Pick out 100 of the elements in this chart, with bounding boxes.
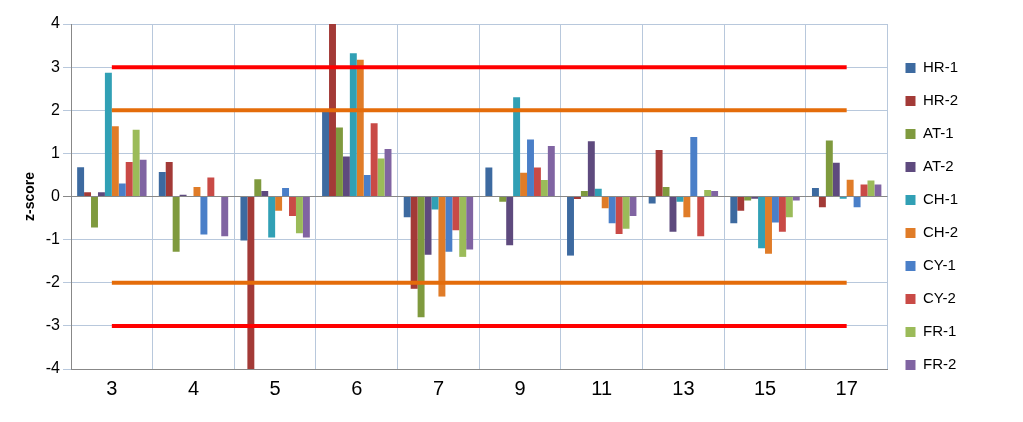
bar <box>165 162 173 196</box>
bar <box>410 197 418 289</box>
bar <box>295 197 303 234</box>
x-tick-label: 6 <box>351 376 363 399</box>
bar <box>580 190 588 196</box>
bar <box>302 197 310 238</box>
bar <box>785 197 793 218</box>
legend-label: HR-2 <box>923 91 959 109</box>
bar <box>608 197 616 224</box>
bar <box>520 172 528 196</box>
bar <box>452 197 460 231</box>
legend-label: CH-2 <box>923 223 959 241</box>
bar <box>139 159 147 196</box>
bar <box>247 197 255 369</box>
bar <box>193 187 201 196</box>
x-tick-label: 9 <box>514 376 526 399</box>
legend-label: FR-1 <box>923 322 957 340</box>
bar <box>765 197 772 254</box>
y-tick-label: -1 <box>45 230 61 248</box>
bar <box>690 136 698 196</box>
bar <box>261 190 269 196</box>
y-tick-label: 4 <box>51 14 61 32</box>
bar <box>91 197 98 228</box>
x-tick-label: 15 <box>753 376 777 399</box>
legend-label: CH-1 <box>923 190 959 208</box>
bar <box>655 149 663 196</box>
bar <box>275 197 283 211</box>
bar <box>221 197 229 237</box>
bar <box>860 184 868 196</box>
legend-label: CY-1 <box>923 256 956 274</box>
bar <box>676 197 684 202</box>
bar <box>697 197 705 237</box>
bar <box>363 174 371 196</box>
bar <box>97 192 105 196</box>
bar <box>601 197 609 209</box>
bar <box>527 139 534 196</box>
bar <box>825 140 833 196</box>
bar <box>84 192 92 196</box>
bar <box>77 167 85 196</box>
bar <box>594 188 602 196</box>
y-tick-label: 2 <box>51 100 61 118</box>
x-tick-label: 7 <box>432 376 444 399</box>
bar <box>445 197 453 252</box>
bar <box>648 197 656 204</box>
bar <box>322 111 330 196</box>
bar <box>158 171 166 196</box>
y-tick-label: -4 <box>45 359 61 377</box>
bar <box>377 158 385 196</box>
bar <box>118 183 126 196</box>
bar <box>438 197 446 297</box>
bar <box>737 197 745 211</box>
bar <box>342 156 350 196</box>
bar <box>207 177 215 196</box>
bar <box>254 179 262 196</box>
bar <box>282 187 290 196</box>
bar <box>846 179 854 196</box>
x-tick-label: 13 <box>672 376 695 399</box>
bar <box>370 123 378 196</box>
y-tick-label: 3 <box>51 57 61 75</box>
y-tick-label: -2 <box>45 273 61 291</box>
bar <box>485 167 493 196</box>
bar <box>853 197 861 208</box>
legend-label: FR-2 <box>923 355 957 373</box>
x-tick-label: 17 <box>835 376 858 399</box>
bar <box>778 197 786 232</box>
bar <box>533 167 541 196</box>
legend-label: AT-1 <box>923 124 954 142</box>
bar <box>417 197 425 318</box>
bar <box>104 72 112 196</box>
bar <box>811 187 819 196</box>
bar <box>466 197 474 250</box>
bar <box>730 197 738 224</box>
bar <box>629 197 637 216</box>
bar <box>111 126 119 196</box>
bar <box>832 162 840 196</box>
y-tick-label: -3 <box>45 316 61 334</box>
legend-label: CY-2 <box>923 289 956 307</box>
x-tick-label: 5 <box>269 376 281 399</box>
bar <box>349 53 357 196</box>
y-axis-title: z-score <box>21 171 38 222</box>
x-tick-label: 11 <box>591 376 613 399</box>
bar <box>506 197 514 246</box>
bar <box>615 197 623 235</box>
bar <box>573 197 581 200</box>
bar <box>356 59 364 196</box>
bar <box>683 197 691 218</box>
bar <box>268 197 276 238</box>
bar <box>792 197 800 201</box>
bar <box>567 197 574 256</box>
legend-label: AT-2 <box>923 157 954 175</box>
bar <box>329 24 336 196</box>
x-tick-label: 3 <box>106 376 118 399</box>
bar <box>431 197 439 210</box>
bar <box>867 180 875 196</box>
bar <box>240 197 248 241</box>
bar <box>662 187 670 196</box>
bar <box>459 197 467 257</box>
bar <box>499 197 507 202</box>
bar <box>513 97 521 196</box>
bar <box>172 197 180 252</box>
